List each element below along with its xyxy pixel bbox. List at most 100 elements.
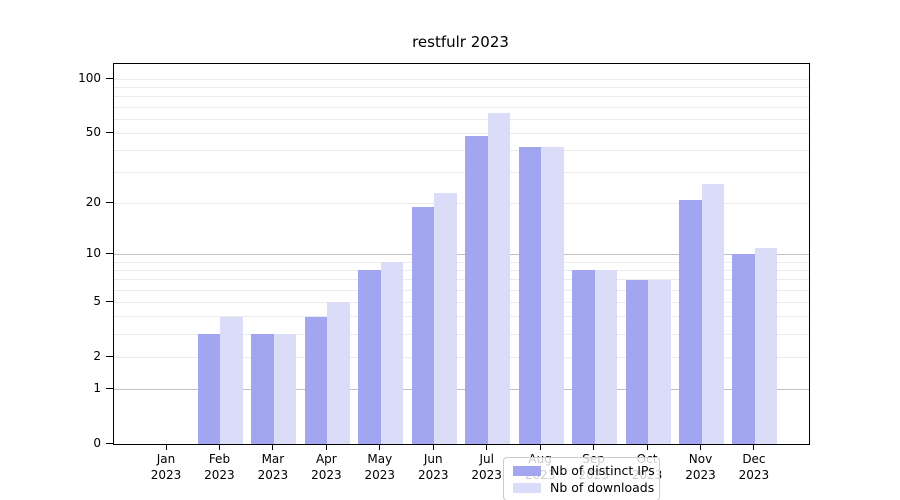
gridline-5 <box>114 301 809 303</box>
x-tick-label-line: 2023 <box>738 468 770 482</box>
x-tick-label-line: 2023 <box>204 468 235 482</box>
x-tick-label-line: Apr <box>315 452 337 466</box>
x-tick-9 <box>593 444 595 450</box>
x-tick-label-line: 2023 <box>150 468 182 482</box>
y-tick-label-1: 1 <box>93 381 101 396</box>
bar-mar-2023-ips <box>251 334 274 444</box>
plot-canvas <box>114 64 809 444</box>
x-tick-4 <box>325 444 327 450</box>
gridline-40 <box>114 149 809 151</box>
gridline-90 <box>114 86 809 88</box>
gridline-9 <box>114 261 809 263</box>
y-tick-label-100: 100 <box>78 71 101 86</box>
y-tick-label-50: 50 <box>85 125 101 140</box>
y-tick-50 <box>106 131 113 133</box>
bar-dec-2023-ips <box>732 254 755 444</box>
gridline-80 <box>114 96 809 98</box>
y-tick-label-2: 2 <box>93 349 101 364</box>
y-tick-100 <box>106 77 113 79</box>
x-tick-label-line: Jul <box>479 452 494 466</box>
gridline-70 <box>114 106 809 108</box>
bar-nov-2023-downloads <box>701 183 724 444</box>
x-tick-7 <box>486 444 488 450</box>
gridline-60 <box>114 118 809 120</box>
x-tick-label-1: Jan 2023 <box>134 451 198 483</box>
x-tick-label-line: 2023 <box>311 468 342 482</box>
x-tick-label-11: Nov 2023 <box>669 451 733 483</box>
x-tick-label-4: Apr 2023 <box>294 451 358 483</box>
gridline-30 <box>114 172 809 174</box>
y-tick-label-10: 10 <box>85 246 101 261</box>
x-tick-label-line: Mar <box>261 452 285 466</box>
legend-label-downloads: Nb of downloads <box>550 480 655 495</box>
x-tick-label-line: 2023 <box>417 468 449 482</box>
bar-aug-2023-downloads <box>541 146 564 444</box>
x-tick-8 <box>539 444 541 450</box>
gridline-2 <box>114 356 809 358</box>
gridline-100 <box>114 78 809 80</box>
y-tick-0 <box>106 442 113 444</box>
legend-label-ips: Nb of distinct IPs <box>550 463 655 478</box>
bar-nov-2023-ips <box>679 199 702 444</box>
y-tick-label-5: 5 <box>93 294 101 309</box>
x-tick-label-line: Dec <box>742 452 766 466</box>
gridline-3 <box>114 333 809 335</box>
plot-area: Nb of distinct IPs Nb of downloads <box>113 63 810 500</box>
bar-apr-2023-ips <box>304 316 328 444</box>
y-tick-10 <box>106 252 113 254</box>
gridline-10 <box>114 253 809 255</box>
x-tick-11 <box>700 444 701 450</box>
bar-mar-2023-downloads <box>273 334 297 444</box>
y-tick-2 <box>106 355 113 357</box>
ips-swatch-icon <box>513 465 541 476</box>
x-tick-2 <box>218 444 220 450</box>
x-tick-5 <box>379 444 381 450</box>
x-tick-label-6: Jun 2023 <box>401 451 465 483</box>
downloads-swatch-icon <box>513 482 541 493</box>
x-tick-label-line: 2023 <box>685 468 716 482</box>
x-tick-label-2: Feb 2023 <box>187 451 251 483</box>
x-tick-12 <box>753 444 755 450</box>
bar-feb-2023-ips <box>197 334 221 444</box>
x-tick-label-line: Nov <box>688 452 713 466</box>
bar-oct-2023-downloads <box>648 279 671 444</box>
x-tick-10 <box>646 444 648 450</box>
bar-jun-2023-downloads <box>434 192 457 444</box>
bar-may-2023-downloads <box>380 262 404 444</box>
gridline-20 <box>114 202 809 204</box>
y-tick-label-0: 0 <box>93 436 101 450</box>
x-tick-label-line: 2023 <box>471 468 502 482</box>
gridline-4 <box>114 316 809 318</box>
y-tick-20 <box>106 201 113 203</box>
x-tick-label-3: Mar 2023 <box>241 451 305 483</box>
bar-dec-2023-downloads <box>754 247 778 444</box>
x-tick-label-line: 2023 <box>257 468 289 482</box>
legend: Nb of distinct IPs Nb of downloads <box>503 457 660 500</box>
x-tick-3 <box>272 444 274 450</box>
bar-jul-2023-ips <box>465 136 488 444</box>
y-tick-label-20: 20 <box>85 195 101 210</box>
y-tick-5 <box>106 300 113 302</box>
gridline-1 <box>114 388 809 390</box>
x-tick-label-line: Jun <box>423 452 443 466</box>
bar-may-2023-ips <box>358 270 381 444</box>
legend-item-downloads: Nb of downloads <box>513 480 654 495</box>
bar-sep-2023-downloads <box>594 270 618 444</box>
bar-oct-2023-ips <box>625 279 649 444</box>
x-tick-label-7: Jul 2023 <box>455 451 519 483</box>
gridline-8 <box>114 269 809 271</box>
x-tick-label-line: 2023 <box>364 468 396 482</box>
bar-feb-2023-downloads <box>220 316 243 444</box>
x-tick-label-5: May 2023 <box>348 451 412 483</box>
bar-sep-2023-ips <box>572 270 595 444</box>
y-tick-1 <box>106 387 113 389</box>
x-tick-label-line: Feb <box>208 452 231 466</box>
x-tick-label-line: May <box>367 452 393 466</box>
x-tick-label-line: Jan <box>156 452 176 466</box>
legend-item-distinct-ips: Nb of distinct IPs <box>513 463 655 478</box>
bar-jun-2023-ips <box>411 207 435 444</box>
gridline-50 <box>114 132 809 134</box>
bar-aug-2023-ips <box>518 146 542 444</box>
bar-apr-2023-downloads <box>327 302 350 444</box>
